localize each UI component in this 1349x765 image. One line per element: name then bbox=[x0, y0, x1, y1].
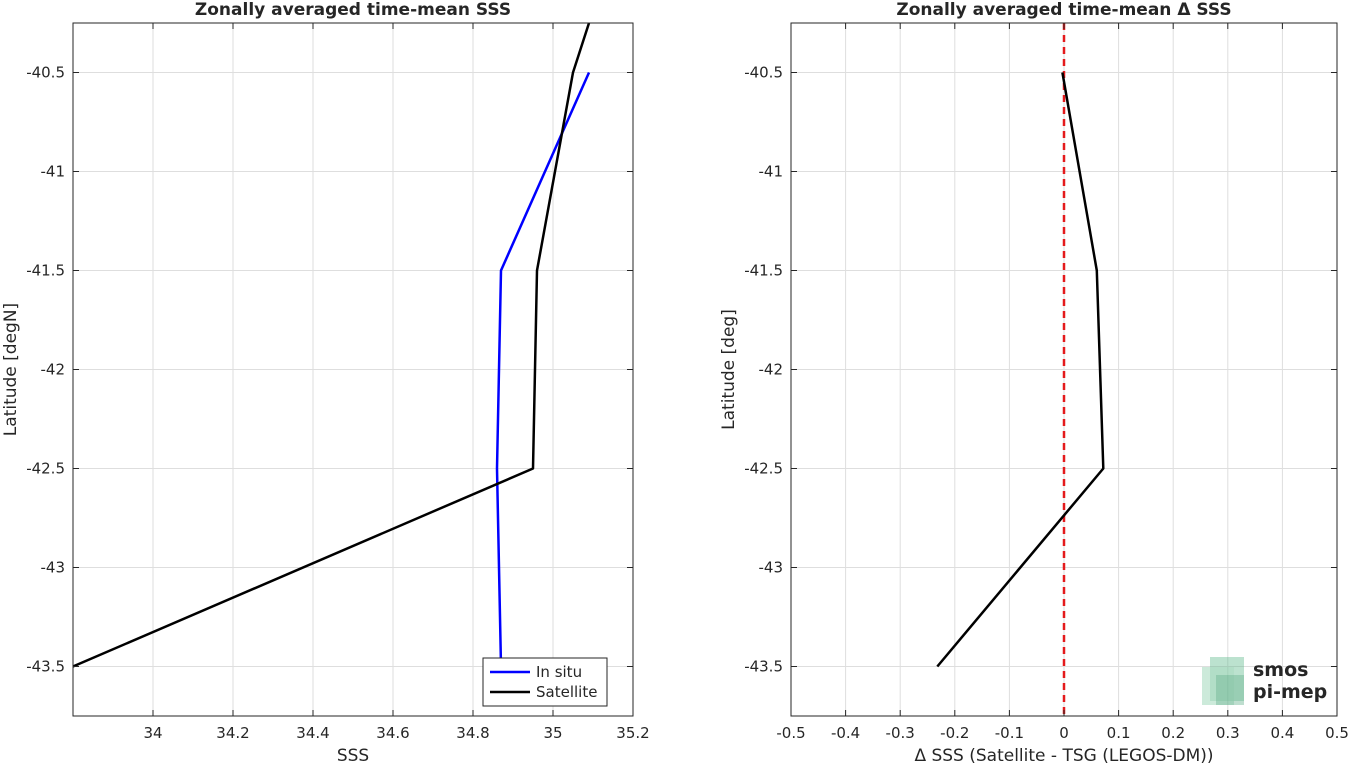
sss-y-tick-label: -41.5 bbox=[26, 262, 65, 280]
sss-series-line-satellite bbox=[73, 23, 591, 668]
delta-y-tick-label: -43 bbox=[759, 559, 784, 577]
delta-x-tick-label: 0.3 bbox=[1216, 724, 1240, 742]
sss-ticks: 34 34.2 34.4 34.6 34.8 35 35.2 -40.5 -41 -41.5 -42… bbox=[26, 23, 650, 742]
sss-y-tick-label: -42 bbox=[41, 361, 66, 379]
delta-x-axis-label: Δ SSS (Satellite - TSG (LEGOS-DM)) bbox=[914, 746, 1213, 765]
logo-text-smos: smos bbox=[1253, 659, 1308, 681]
delta-series bbox=[936, 23, 1105, 716]
sss-x-tick-label: 34 bbox=[143, 724, 162, 742]
delta-x-tick-label: -0.1 bbox=[995, 724, 1024, 742]
sss-y-axis-label: Latitude [degN] bbox=[1, 303, 21, 436]
delta-series-line-series-0 bbox=[936, 72, 1105, 668]
sss-chart-title: Zonally averaged time-mean SSS bbox=[195, 0, 511, 20]
delta-y-tick-label: -40.5 bbox=[744, 64, 783, 82]
delta-y-tick-label: -41.5 bbox=[744, 262, 783, 280]
delta-x-tick-label: 0.2 bbox=[1161, 724, 1185, 742]
sss-series bbox=[73, 23, 591, 668]
sss-y-tick-label: -40.5 bbox=[26, 64, 65, 82]
delta-ticks: -0.5 -0.4 -0.3 -0.2 -0.1 0 0.1 0.2 0.3 0.4 0.5 -40.… bbox=[744, 23, 1349, 742]
sss-x-tick-label: 34.6 bbox=[376, 724, 409, 742]
sss-series-line-in-situ bbox=[495, 71, 591, 667]
delta-sss-panel: -0.5 -0.4 -0.3 -0.2 -0.1 0 0.1 0.2 0.3 0.4 0.5 -40.… bbox=[719, 0, 1349, 765]
delta-x-tick-label: 0 bbox=[1059, 724, 1069, 742]
legend-label-in-situ: In situ bbox=[536, 663, 582, 681]
delta-x-tick-label: 0.1 bbox=[1107, 724, 1131, 742]
logo-mark bbox=[1202, 657, 1244, 705]
smos-pimep-logo: smos pi-mep bbox=[1202, 657, 1327, 705]
sss-grid bbox=[73, 23, 634, 716]
delta-x-tick-label: 0.4 bbox=[1270, 724, 1294, 742]
delta-chart-title: Zonally averaged time-mean Δ SSS bbox=[896, 0, 1231, 20]
sss-y-tick-label: -41 bbox=[41, 163, 66, 181]
sss-x-tick-label: 34.2 bbox=[216, 724, 249, 742]
sss-x-tick-label: 34.8 bbox=[456, 724, 489, 742]
delta-y-axis-label: Latitude [deg] bbox=[719, 309, 739, 430]
legend-label-satellite: Satellite bbox=[536, 683, 597, 701]
sss-y-tick-label: -43 bbox=[41, 559, 66, 577]
delta-y-tick-label: -43.5 bbox=[744, 658, 783, 676]
logo-text-pimep: pi-mep bbox=[1253, 681, 1327, 703]
sss-x-axis-label: SSS bbox=[337, 746, 369, 765]
delta-y-tick-label: -42.5 bbox=[744, 460, 783, 478]
delta-y-tick-label: -41 bbox=[759, 163, 784, 181]
delta-x-tick-label: -0.3 bbox=[886, 724, 915, 742]
sss-panel: 34 34.2 34.4 34.6 34.8 35 35.2 -40.5 -41 -41.5 -42… bbox=[1, 0, 650, 765]
sss-x-tick-label: 35.2 bbox=[616, 724, 649, 742]
delta-x-tick-label: -0.4 bbox=[831, 724, 860, 742]
delta-x-tick-label: -0.2 bbox=[940, 724, 969, 742]
delta-x-tick-label: 0.5 bbox=[1325, 724, 1349, 742]
sss-x-tick-label: 34.4 bbox=[296, 724, 329, 742]
sss-y-tick-label: -42.5 bbox=[26, 460, 65, 478]
delta-y-tick-label: -42 bbox=[759, 361, 784, 379]
delta-x-tick-label: -0.5 bbox=[776, 724, 805, 742]
sss-legend: In situ Satellite bbox=[482, 657, 608, 707]
legend-box bbox=[482, 657, 608, 707]
sss-y-tick-label: -43.5 bbox=[26, 658, 65, 676]
sss-x-tick-label: 35 bbox=[543, 724, 562, 742]
